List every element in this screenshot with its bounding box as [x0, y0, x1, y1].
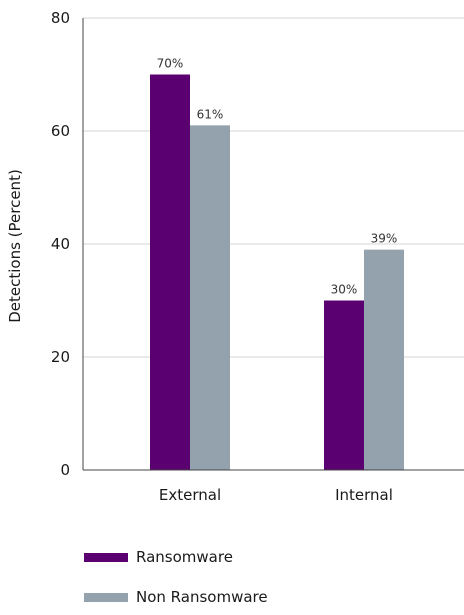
legend-swatch — [84, 553, 128, 562]
y-tick-label: 20 — [51, 348, 70, 366]
x-tick-label: External — [159, 486, 221, 504]
y-tick-label: 40 — [51, 235, 70, 253]
y-tick-label: 80 — [51, 9, 70, 27]
legend-label: Ransomware — [136, 548, 233, 566]
legend-swatch — [84, 593, 128, 602]
legend-label: Non Ransomware — [136, 588, 268, 606]
data-label: 61% — [197, 107, 224, 121]
bars — [150, 74, 404, 470]
bar-ransomware-internal — [324, 300, 364, 470]
y-axis-title: Detections (Percent) — [6, 169, 24, 323]
labels: 0 20 40 60 80 70% 61% External 30% 39% Internal — [51, 9, 397, 504]
y-tick-label: 0 — [60, 461, 70, 479]
bar-non-ransomware-internal — [364, 249, 404, 470]
data-label: 30% — [331, 283, 358, 297]
bar-non-ransomware-external — [190, 125, 230, 470]
legend: Ransomware Non Ransomware — [84, 548, 268, 606]
bar-ransomware-external — [150, 74, 190, 470]
y-tick-label: 60 — [51, 122, 70, 140]
gridlines — [83, 17, 464, 358]
data-label: 70% — [157, 57, 184, 71]
data-label: 39% — [371, 232, 398, 246]
x-tick-label: Internal — [335, 486, 393, 504]
axes — [82, 18, 464, 471]
